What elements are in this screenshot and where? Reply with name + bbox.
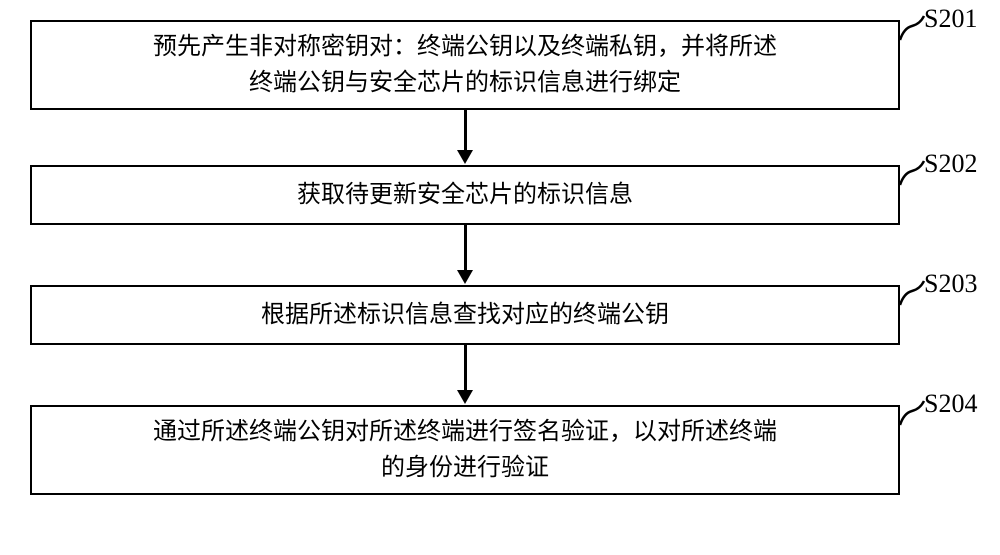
step-box-s203: 根据所述标识信息查找对应的终端公钥	[30, 285, 900, 345]
step-label-s204: S204	[924, 389, 977, 419]
step-line1: 通过所述终端公钥对所述终端进行签名验证，以对所述终端	[153, 419, 777, 445]
step-label-s203: S203	[924, 269, 977, 299]
step-text-s202: 获取待更新安全芯片的标识信息	[297, 177, 633, 213]
arrow-line-1	[464, 110, 467, 152]
step-label-s202: S202	[924, 149, 977, 179]
flowchart-container: 预先产生非对称密钥对：终端公钥以及终端私钥，并将所述 终端公钥与安全芯片的标识信…	[0, 0, 1000, 555]
step-line1: 根据所述标识信息查找对应的终端公钥	[261, 302, 669, 328]
label-text: S203	[924, 269, 977, 298]
step-line2: 的身份进行验证	[381, 455, 549, 481]
step-line2: 终端公钥与安全芯片的标识信息进行绑定	[249, 70, 681, 96]
arrow-head-3	[457, 390, 473, 404]
step-box-s204: 通过所述终端公钥对所述终端进行签名验证，以对所述终端 的身份进行验证	[30, 405, 900, 495]
step-label-s201: S201	[924, 4, 977, 34]
step-text-s203: 根据所述标识信息查找对应的终端公钥	[261, 297, 669, 333]
step-line1: 获取待更新安全芯片的标识信息	[297, 182, 633, 208]
step-box-s202: 获取待更新安全芯片的标识信息	[30, 165, 900, 225]
step-box-s201: 预先产生非对称密钥对：终端公钥以及终端私钥，并将所述 终端公钥与安全芯片的标识信…	[30, 20, 900, 110]
label-text: S202	[924, 149, 977, 178]
step-text-s201: 预先产生非对称密钥对：终端公钥以及终端私钥，并将所述 终端公钥与安全芯片的标识信…	[153, 29, 777, 101]
label-text: S204	[924, 389, 977, 418]
step-line1: 预先产生非对称密钥对：终端公钥以及终端私钥，并将所述	[153, 34, 777, 60]
arrow-head-2	[457, 270, 473, 284]
arrow-head-1	[457, 150, 473, 164]
step-text-s204: 通过所述终端公钥对所述终端进行签名验证，以对所述终端 的身份进行验证	[153, 414, 777, 486]
label-text: S201	[924, 4, 977, 33]
arrow-line-2	[464, 225, 467, 272]
arrow-line-3	[464, 345, 467, 392]
